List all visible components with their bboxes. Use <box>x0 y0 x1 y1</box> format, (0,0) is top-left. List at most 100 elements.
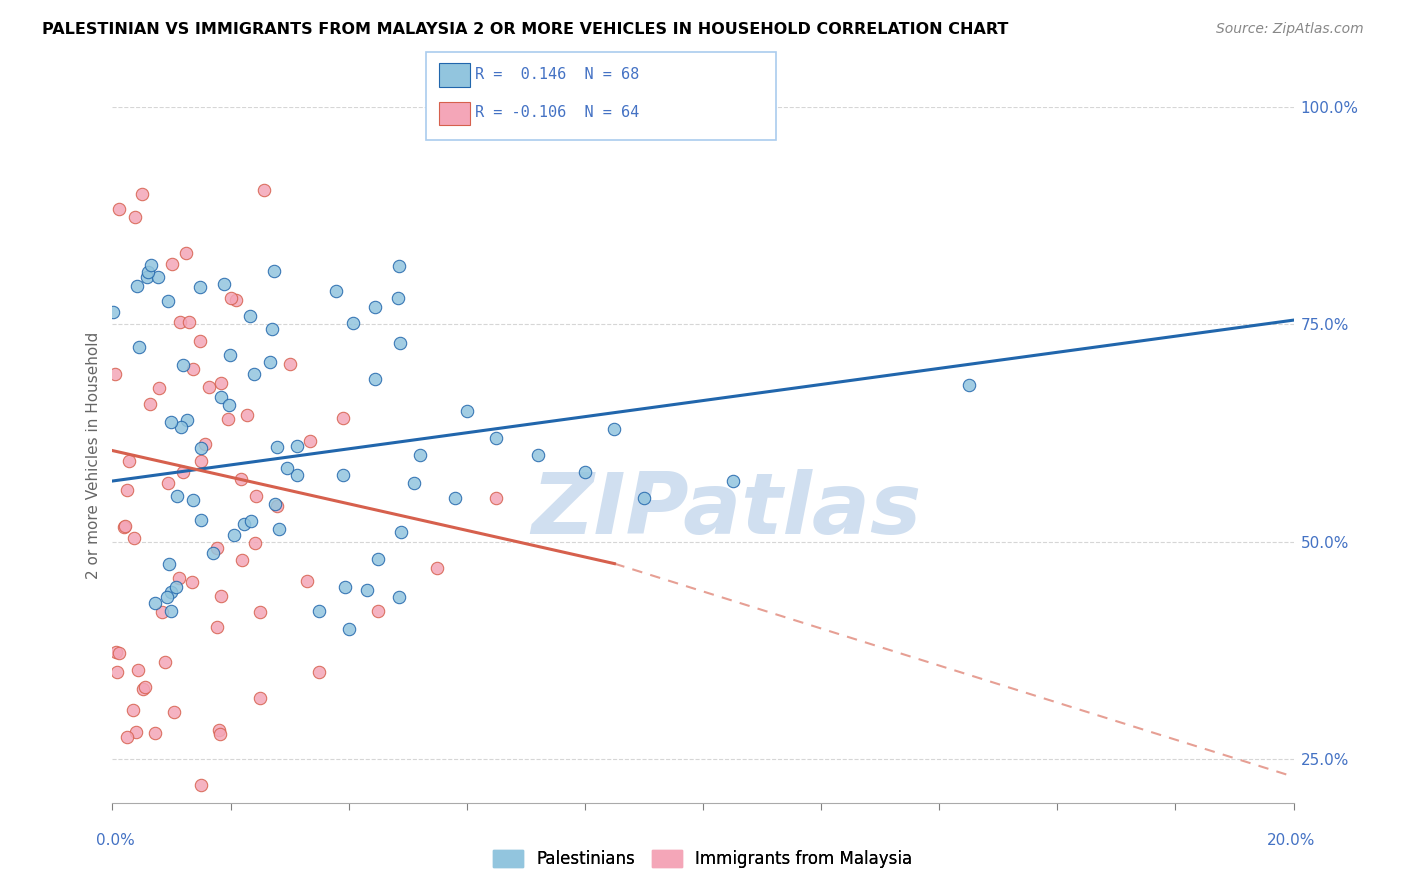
Point <box>160 584 183 599</box>
Point <box>208 727 231 741</box>
Point <box>266 440 288 454</box>
Point <box>118 454 141 468</box>
Point <box>104 367 127 381</box>
Point <box>239 309 262 323</box>
Point <box>249 691 271 706</box>
Point <box>208 723 231 737</box>
Point <box>231 553 253 567</box>
Point <box>721 474 744 488</box>
Point <box>188 334 211 348</box>
Point <box>125 279 148 293</box>
Point <box>139 258 162 272</box>
Point <box>209 376 232 390</box>
Point <box>633 491 655 506</box>
Point <box>167 571 190 585</box>
Point <box>269 522 291 536</box>
Point <box>107 202 129 216</box>
Point <box>165 580 187 594</box>
Point <box>114 518 136 533</box>
Point <box>122 531 145 545</box>
Point <box>134 681 156 695</box>
Point <box>157 294 180 309</box>
Point <box>138 397 160 411</box>
Point <box>387 291 409 305</box>
Point <box>295 574 318 588</box>
Point <box>172 465 194 479</box>
Point <box>388 335 411 350</box>
Point <box>160 256 183 270</box>
Point <box>188 280 211 294</box>
Point <box>190 513 212 527</box>
Point <box>426 561 449 575</box>
Text: R = -0.106  N = 64: R = -0.106 N = 64 <box>475 105 640 120</box>
Point <box>219 291 242 305</box>
Point <box>198 380 221 394</box>
Text: 20.0%: 20.0% <box>1267 833 1315 847</box>
Point <box>156 475 179 490</box>
Point <box>143 725 166 739</box>
Point <box>229 472 252 486</box>
Point <box>356 583 378 598</box>
Point <box>131 186 153 201</box>
Point <box>115 483 138 497</box>
Point <box>205 620 228 634</box>
Point <box>143 596 166 610</box>
Point <box>225 293 247 308</box>
Point <box>127 663 149 677</box>
Point <box>222 528 245 542</box>
Point <box>278 357 301 371</box>
Point <box>212 277 235 292</box>
Point <box>367 605 389 619</box>
Point <box>207 541 229 556</box>
Point <box>243 535 266 549</box>
Point <box>363 301 385 315</box>
Point <box>201 546 224 560</box>
Point <box>150 605 173 619</box>
Point <box>105 665 128 679</box>
Point <box>456 404 478 418</box>
Point <box>219 348 242 362</box>
Point <box>179 315 201 329</box>
Point <box>526 448 548 462</box>
Point <box>325 284 347 298</box>
Point <box>367 552 389 566</box>
Point <box>232 517 254 532</box>
Point <box>218 399 240 413</box>
Point <box>194 437 217 451</box>
Point <box>209 390 232 404</box>
Point <box>308 665 330 680</box>
Point <box>124 724 146 739</box>
Point <box>181 574 204 589</box>
Point <box>333 580 356 594</box>
Point <box>172 358 194 372</box>
Text: 0.0%: 0.0% <box>96 833 135 847</box>
Point <box>342 317 364 331</box>
Text: Source: ZipAtlas.com: Source: ZipAtlas.com <box>1216 22 1364 37</box>
Text: ZIPatlas: ZIPatlas <box>531 469 922 552</box>
Point <box>408 448 430 462</box>
Point <box>402 476 425 491</box>
Point <box>285 467 308 482</box>
Point <box>444 491 467 506</box>
Point <box>276 460 298 475</box>
Point <box>263 264 285 278</box>
Point <box>603 422 626 436</box>
Point <box>157 558 180 572</box>
Text: PALESTINIAN VS IMMIGRANTS FROM MALAYSIA 2 OR MORE VEHICLES IN HOUSEHOLD CORRELAT: PALESTINIAN VS IMMIGRANTS FROM MALAYSIA … <box>42 22 1008 37</box>
Point <box>176 412 198 426</box>
Point <box>285 439 308 453</box>
Point <box>156 590 179 604</box>
Point <box>388 260 411 274</box>
Point <box>249 605 271 619</box>
Text: R =  0.146  N = 68: R = 0.146 N = 68 <box>475 67 640 81</box>
Point <box>253 183 276 197</box>
Point <box>128 340 150 354</box>
Point <box>122 703 145 717</box>
Point <box>209 590 232 604</box>
Point <box>957 378 980 392</box>
Point <box>240 514 263 528</box>
Point <box>485 491 508 506</box>
Point <box>169 315 191 329</box>
Point <box>166 489 188 503</box>
Point <box>308 605 330 619</box>
